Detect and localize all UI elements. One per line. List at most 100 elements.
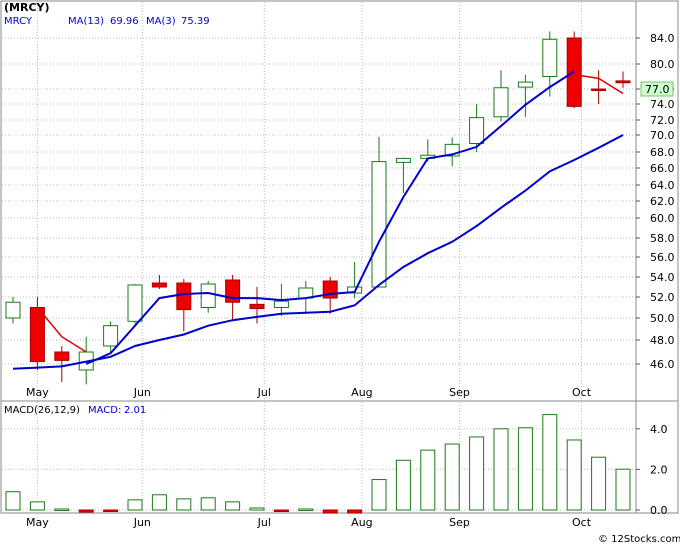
macd-bar: [103, 509, 119, 512]
candle-body: [615, 80, 631, 84]
candle-body: [371, 161, 387, 288]
price-tick-label: 74.0: [650, 98, 675, 111]
macd-bar: [322, 509, 338, 514]
macd-title: MACD(26,12,9): [4, 405, 80, 416]
macd-tick-label: 0.0: [650, 504, 668, 517]
macd-legend-label: MACD: [88, 405, 118, 416]
price-tick-label: 60.0: [650, 212, 675, 225]
moving-averages-group: [12, 70, 624, 370]
candles-group: [5, 31, 631, 385]
x-label-macd: Jul: [257, 516, 271, 529]
macd-bar: [469, 436, 485, 511]
macd-legend-value: 2.01: [124, 405, 146, 416]
ma3-blue-segment: [85, 70, 575, 365]
x-label-macd: Aug: [351, 516, 372, 529]
macd-tick-label: 2.0: [650, 463, 668, 476]
candle-body: [54, 351, 70, 361]
macd-bar: [395, 459, 411, 511]
price-tick-label: 68.0: [650, 146, 675, 159]
legend-ma13-label: MA(13): [68, 16, 104, 27]
x-axis-labels: May May Jun Jun Jul Jul Aug Aug Sep Sep Oct Oct: [26, 386, 592, 529]
x-label-macd: Oct: [572, 516, 592, 529]
x-label-price: May: [26, 386, 49, 399]
macd-bar: [200, 497, 216, 511]
candle-body: [200, 283, 216, 308]
macd-bar: [517, 427, 533, 511]
macd-bar: [591, 456, 607, 511]
legend-ma13-value: 69.96: [110, 16, 139, 27]
x-label-macd: Jun: [133, 516, 151, 529]
price-tick-label: 84.0: [650, 32, 675, 45]
macd-bar: [127, 499, 143, 511]
macd-legend-eq: :: [118, 405, 121, 416]
x-label-price: Sep: [449, 386, 470, 399]
price-tick-label: 72.0: [650, 114, 675, 127]
macd-bar: [493, 428, 509, 511]
candle-body: [127, 284, 143, 322]
macd-y-ticks: 4.0 2.0 0.0: [636, 423, 668, 517]
macd-bar: [542, 414, 558, 511]
price-y-ticks: 46.0 48.0 50.0 52.0 54.0 56.0 58.0 60.0 62.0 64.0…: [636, 32, 675, 371]
candle-body: [151, 282, 167, 288]
ma3-line-tail: [574, 73, 624, 95]
x-label-price: Jul: [257, 386, 271, 399]
macd-bar: [151, 494, 167, 511]
macd-bar: [347, 509, 363, 514]
candle-body: [469, 117, 485, 144]
legend-ma3-label: MA(3): [146, 16, 176, 27]
macd-tick-label: 4.0: [650, 423, 668, 436]
macd-bar: [444, 443, 460, 511]
macd-bar: [273, 509, 289, 512]
macd-bar: [54, 508, 70, 511]
candle-body: [591, 88, 607, 91]
macd-bar: [298, 508, 314, 511]
macd-bar: [5, 491, 21, 511]
price-tick-label: 52.0: [650, 291, 675, 304]
ma3-line: [36, 307, 87, 353]
price-tick-label: 62.0: [650, 195, 675, 208]
candle-body: [103, 325, 119, 347]
candle-body: [444, 143, 460, 157]
last-price-tag: [640, 81, 674, 97]
legend-mrcy-label: MRCY: [4, 16, 33, 27]
price-tick-label: 46.0: [650, 358, 675, 371]
x-label-price: Jun: [133, 386, 151, 399]
macd-panel-frame: [0, 400, 679, 514]
macd-bar: [225, 501, 241, 511]
macd-bar: [371, 479, 387, 511]
macd-grid: [2, 402, 636, 513]
macd-bar: [29, 501, 45, 511]
last-price-value: 77.0: [645, 83, 670, 96]
macd-bar: [78, 509, 94, 513]
price-tick-label: 58.0: [650, 232, 675, 245]
x-label-price: Oct: [572, 386, 592, 399]
candle-body: [517, 81, 533, 88]
x-label-macd: May: [26, 516, 49, 529]
price-tick-label: 56.0: [650, 251, 675, 264]
macd-bar: [566, 439, 582, 511]
candle-body: [5, 301, 21, 319]
price-tick-label: 80.0: [650, 58, 675, 71]
macd-bars-group: [5, 414, 631, 514]
x-label-price: Aug: [351, 386, 372, 399]
legend-ma3-value: 75.39: [181, 16, 210, 27]
x-label-macd: Sep: [449, 516, 470, 529]
ma13-line: [12, 134, 624, 370]
candle-body: [273, 300, 289, 309]
macd-bar: [420, 449, 436, 511]
candle-body: [493, 87, 509, 118]
macd-bar: [249, 507, 265, 511]
candle-body: [249, 303, 265, 310]
candle-body: [29, 307, 45, 363]
candle-body: [542, 38, 558, 77]
price-tick-label: 48.0: [650, 334, 675, 347]
macd-bar: [615, 468, 631, 511]
price-tick-label: 50.0: [650, 312, 675, 325]
watermark: © 12Stocks.com: [598, 534, 680, 545]
candle-body: [395, 157, 411, 163]
price-tick-label: 70.0: [650, 129, 675, 142]
macd-bar: [176, 498, 192, 511]
price-tick-label: 64.0: [650, 179, 675, 192]
